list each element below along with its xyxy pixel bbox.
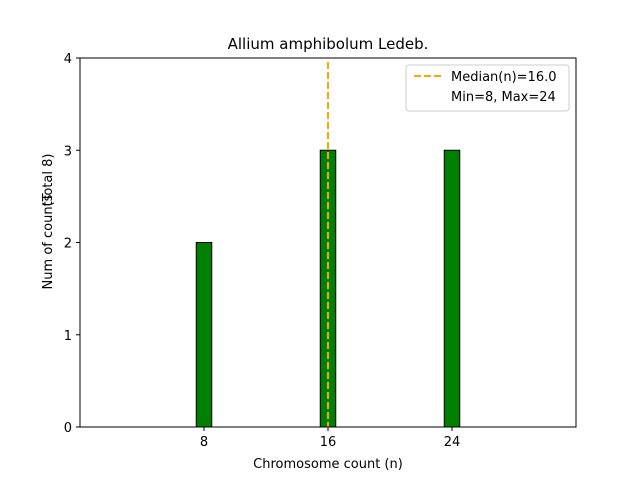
- y-axis-label: Num of counts: [41, 194, 56, 289]
- x-axis-ticks: 8 16 24: [200, 427, 460, 450]
- legend-median-label: Median(n)=16.0: [451, 70, 557, 85]
- y-tick-label-4: 4: [64, 52, 72, 67]
- bar-8: [195, 242, 213, 428]
- y-tick-label-1: 1: [64, 329, 72, 344]
- legend: Median(n)=16.0 Min=8, Max=24: [405, 64, 570, 112]
- y-tick-label-2: 2: [64, 237, 72, 252]
- x-tick-label-24: 24: [444, 435, 461, 450]
- legend-box: [405, 64, 570, 112]
- y-axis-ticks: 0 1 2 3 4: [64, 52, 80, 436]
- x-axis-label: Chromosome count (n): [253, 457, 403, 472]
- x-tick-label-8: 8: [200, 435, 208, 450]
- bars-group: [80, 149, 491, 428]
- y-tick-label-3: 3: [64, 144, 72, 159]
- bar-24: [443, 149, 461, 428]
- y-tick-label-0: 0: [64, 421, 72, 436]
- x-tick-label-16: 16: [320, 435, 337, 450]
- y-axis-total-label: (Total 8): [41, 154, 56, 207]
- chart-title: Allium amphibolum Ledeb.: [228, 35, 429, 53]
- legend-minmax-label: Min=8, Max=24: [451, 90, 556, 105]
